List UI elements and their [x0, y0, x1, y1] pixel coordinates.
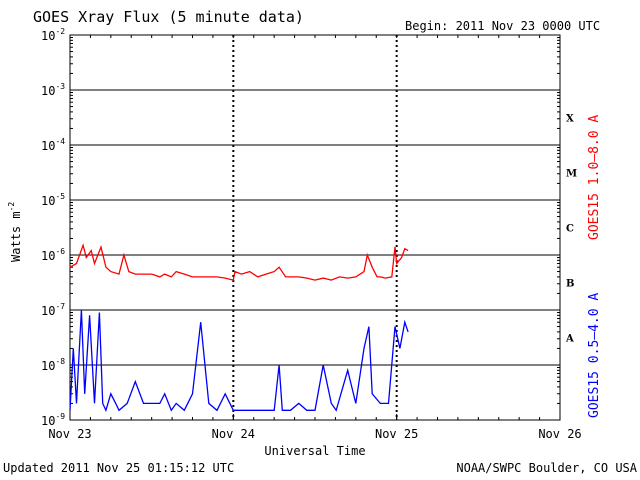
x-tick-label: Nov 25	[375, 427, 418, 441]
y-tick-label: 10-9	[41, 412, 65, 428]
x-axis-ticks: Nov 23 Nov 24 Nov 25 Nov 26	[48, 35, 582, 441]
flare-class-labels: X M C B A	[565, 114, 577, 345]
legend-short: GOES15 0.5–4.0 A	[587, 293, 602, 418]
flare-class-label: X	[566, 114, 574, 125]
y-tick-label: 10-4	[41, 137, 65, 153]
y-axis-label: Watts m-2	[7, 202, 23, 262]
y-axis-ticks: 10-9 10-8 10-7 10-6 10-5 10-4 10-3 10-2	[41, 27, 560, 428]
grid	[70, 35, 560, 420]
x-axis-label: Universal Time	[264, 444, 365, 458]
flare-class-label: M	[566, 169, 577, 180]
chart-title: GOES Xray Flux (5 minute data)	[33, 8, 304, 26]
y-tick-label: 10-2	[41, 27, 65, 43]
series-long-line	[69, 243, 409, 281]
y-tick-label: 10-6	[41, 247, 65, 263]
y-tick-label: 10-5	[41, 192, 65, 208]
y-tick-label: 10-7	[41, 302, 65, 318]
flare-class-label: A	[565, 334, 574, 345]
series-lines	[69, 243, 409, 413]
flare-class-label: C	[566, 224, 574, 235]
x-tick-label: Nov 23	[48, 427, 91, 441]
y-tick-label: 10-8	[41, 357, 65, 373]
legend-long: GOES15 1.0–8.0 A	[587, 115, 602, 240]
y-tick-label: 10-3	[41, 82, 65, 98]
x-tick-label: Nov 26	[538, 427, 581, 441]
flare-class-label: B	[566, 279, 574, 290]
plot-area	[69, 34, 561, 421]
credit: NOAA/SWPC Boulder, CO USA	[456, 461, 637, 475]
begin-time: Begin: 2011 Nov 23 0000 UTC	[405, 19, 600, 33]
updated-time: Updated 2011 Nov 25 01:15:12 UTC	[3, 461, 234, 475]
series-short-line	[69, 309, 409, 413]
x-tick-label: Nov 24	[212, 427, 255, 441]
